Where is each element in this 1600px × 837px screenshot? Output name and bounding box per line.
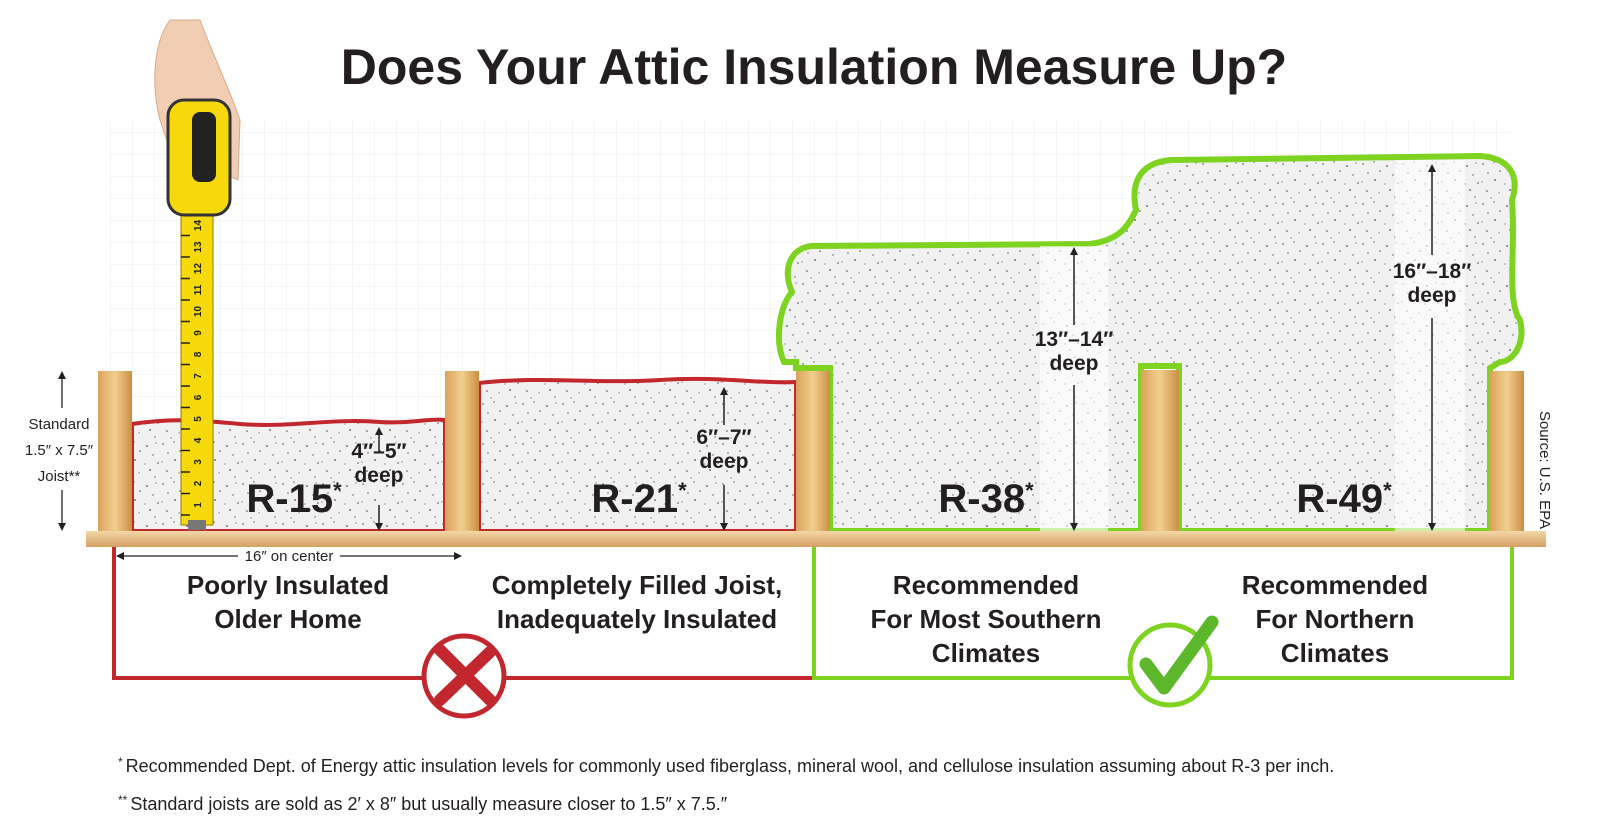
rating-mark: * [678, 478, 687, 503]
insulation-r38-r49 [775, 152, 1525, 534]
caption: Climates [1281, 638, 1389, 668]
caption: For Most Southern [870, 604, 1101, 634]
check-mark [1139, 615, 1219, 695]
depth-label: 4″–5″ [351, 440, 406, 463]
tape-number: 4 [193, 437, 204, 443]
x-icon [421, 633, 507, 719]
x-mark [434, 644, 496, 706]
joist [796, 371, 830, 531]
caption: Climates [932, 638, 1040, 668]
joist [98, 371, 132, 531]
tape-number: 8 [193, 351, 204, 357]
joist [445, 371, 479, 531]
tape-number: 5 [193, 416, 204, 422]
ceiling-beam [86, 531, 1546, 547]
joist [1490, 371, 1524, 531]
depth-label: deep [354, 464, 403, 487]
tape-number: 11 [193, 284, 204, 295]
depth-label: 13″–14″ [1035, 328, 1114, 351]
insulation-r21 [477, 376, 798, 533]
rating-mark: * [333, 478, 342, 503]
joist-note: Standard [29, 416, 90, 433]
tape-number: 7 [193, 373, 204, 379]
tape-number: 2 [193, 480, 204, 486]
tape-number: 12 [193, 263, 204, 275]
rating-value: R-38 [938, 477, 1025, 521]
depth-label: deep [1049, 352, 1098, 375]
caption: Inadequately Insulated [497, 604, 777, 634]
tape-number: 13 [193, 241, 204, 253]
rating-value: R-49 [1296, 477, 1383, 521]
depth-label: deep [1407, 284, 1456, 307]
depth-label: 16″–18″ [1393, 260, 1472, 283]
measure-strip [1395, 160, 1465, 531]
caption: Completely Filled Joist, [492, 570, 782, 600]
rating: R-21* [591, 477, 687, 521]
spacing-dimension [116, 552, 462, 560]
caption: Older Home [214, 604, 361, 634]
tape-number: 9 [193, 330, 204, 336]
caption: Poorly Insulated [187, 570, 389, 600]
tape-number: 1 [193, 502, 204, 508]
footnote-mark: * [118, 755, 123, 769]
spacing-label: 16″ on center [245, 548, 334, 565]
caption: Recommended [1242, 570, 1428, 600]
rating-mark: * [1025, 478, 1034, 503]
rating-value: R-21 [591, 477, 678, 521]
tape-number: 6 [193, 394, 204, 400]
depth-label: 6″–7″ [696, 426, 751, 449]
tape-blade [180, 199, 214, 526]
tape-number: 14 [193, 220, 204, 232]
title: Does Your Attic Insulation Measure Up? [341, 39, 1287, 95]
depth-arrows [375, 164, 1436, 531]
caption: For Northern [1256, 604, 1415, 634]
footnote: ** Standard joists are sold as 2′ x 8″ bu… [118, 793, 728, 814]
joist-dimension [58, 371, 66, 531]
joist [1141, 370, 1179, 531]
footnote-mark: ** [118, 793, 128, 807]
tape-grip [192, 112, 216, 182]
rating-value: R-15 [246, 477, 333, 521]
rating-mark: * [1383, 478, 1392, 503]
rating: R-49* [1296, 477, 1392, 521]
tape-hook [188, 520, 206, 530]
tape-number: 3 [193, 459, 204, 465]
tape-number: 10 [193, 306, 204, 318]
joists [98, 370, 1524, 531]
joist-note: 1.5″ x 7.5″ [25, 442, 94, 459]
check-icon [1127, 615, 1219, 708]
source: Source: U.S. EPA [1536, 411, 1553, 529]
rating: R-15* [246, 477, 342, 521]
depth-label: deep [699, 450, 748, 473]
footnote: * Recommended Dept. of Energy attic insul… [118, 755, 1334, 776]
rating: R-38* [938, 477, 1034, 521]
joist-note: Joist** [38, 468, 81, 485]
caption: Recommended [893, 570, 1079, 600]
footnote-text: Standard joists are sold as 2′ x 8″ but … [130, 794, 727, 814]
footnote-text: Recommended Dept. of Energy attic insula… [126, 756, 1335, 776]
